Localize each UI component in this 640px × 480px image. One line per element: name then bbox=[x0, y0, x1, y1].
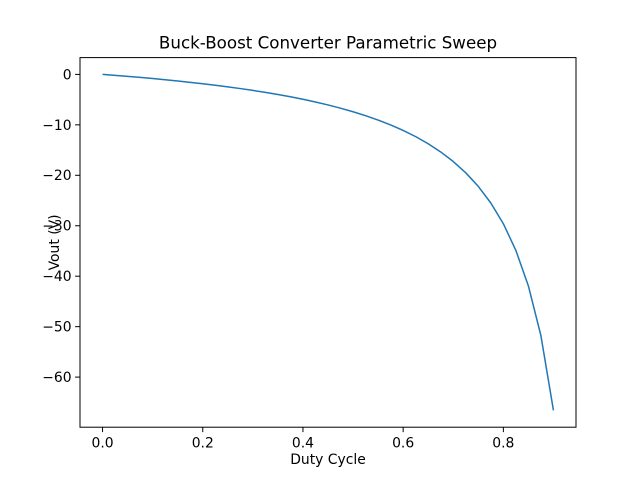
x-tick-label: 0.0 bbox=[91, 436, 113, 452]
y-tick-label: −20 bbox=[42, 168, 71, 184]
series-layer bbox=[102, 73, 555, 411]
x-tick-label: 0.8 bbox=[492, 436, 514, 452]
y-axis-label: Vout (V) bbox=[47, 214, 63, 270]
vout-curve bbox=[102, 73, 555, 411]
y-tick-label: −30 bbox=[42, 219, 71, 235]
y-tick-label: −10 bbox=[42, 118, 71, 134]
chart-title: Buck-Boost Converter Parametric Sweep bbox=[159, 33, 497, 53]
x-tick-label: 0.4 bbox=[292, 436, 314, 452]
plot-border bbox=[79, 57, 577, 428]
y-tick-label: −60 bbox=[42, 370, 71, 386]
x-tick-label: 0.2 bbox=[192, 436, 214, 452]
y-tick-label: 0 bbox=[63, 67, 72, 83]
x-tick-label: 0.6 bbox=[392, 436, 414, 452]
ticks-layer: 0.0 0.2 0.4 0.6 0.8 0 −10 −20 −30 −40 −50 −60 bbox=[42, 67, 514, 451]
x-axis-label: Duty Cycle bbox=[290, 452, 366, 468]
y-tick-label: −50 bbox=[42, 320, 71, 336]
y-tick-label: −40 bbox=[42, 269, 71, 285]
